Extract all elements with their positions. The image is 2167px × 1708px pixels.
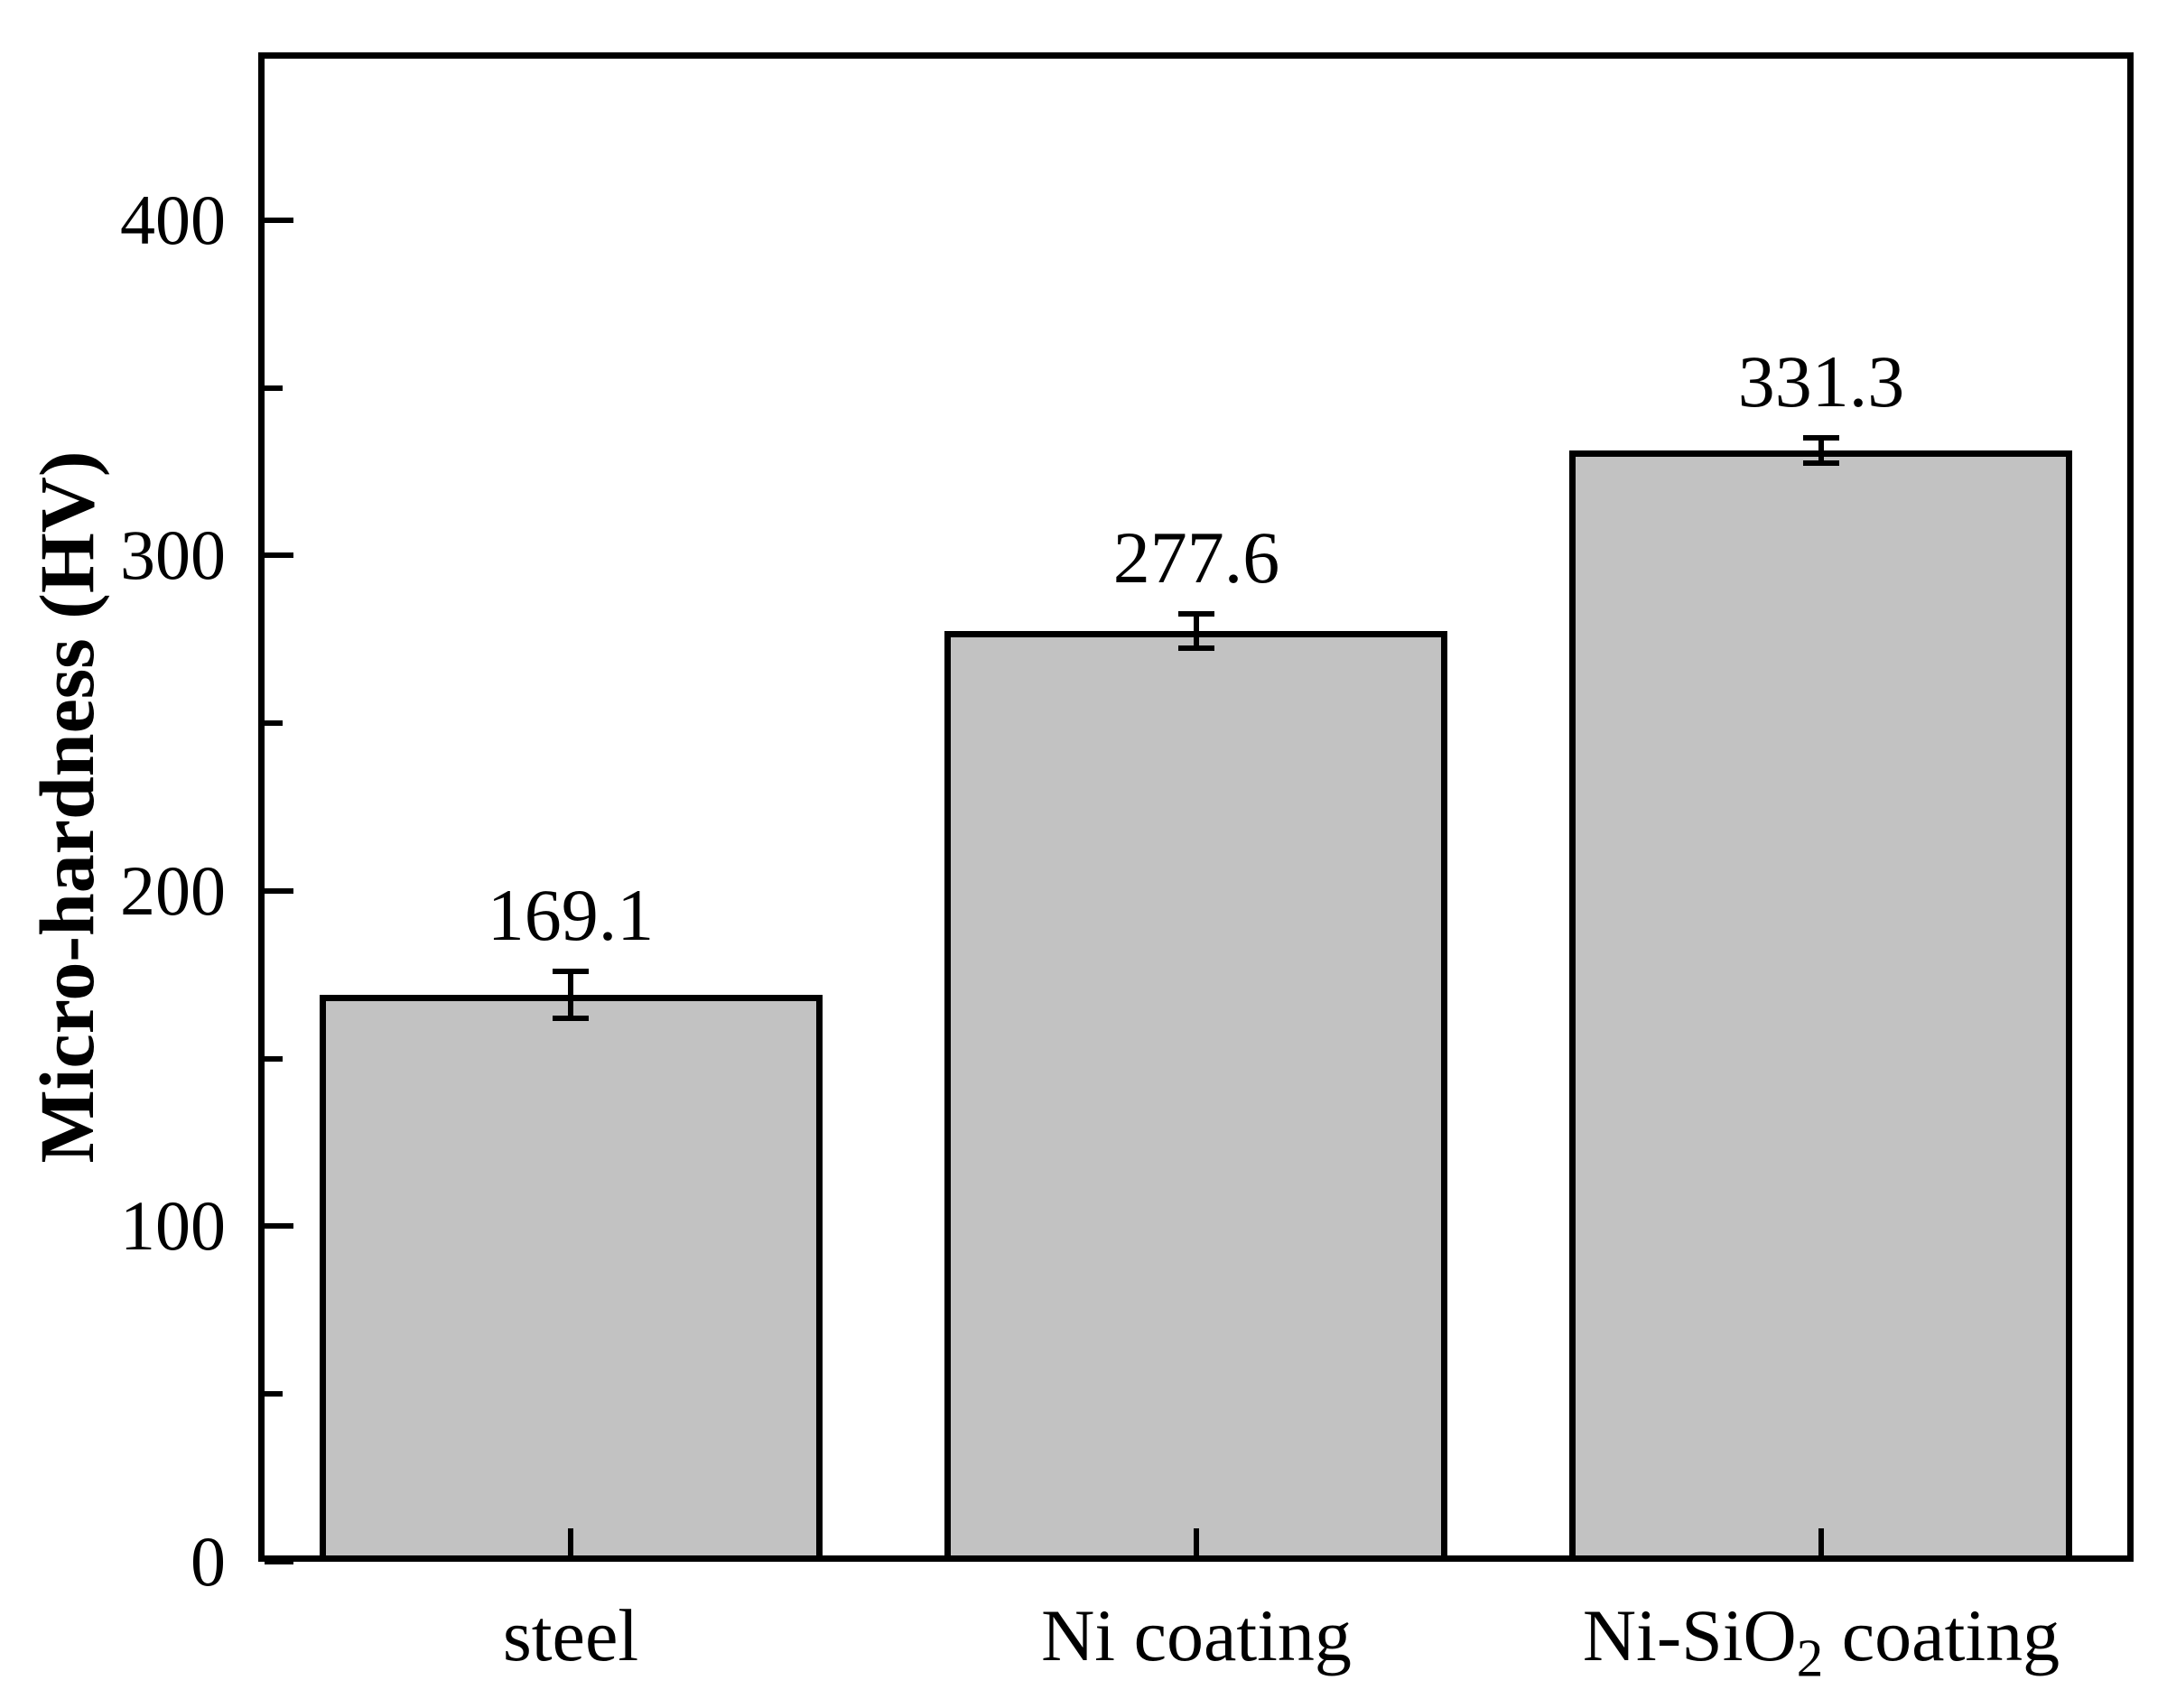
error-bar-line xyxy=(1194,614,1199,648)
category-label-text: coating xyxy=(1823,1594,2060,1676)
x-axis-tick xyxy=(568,1528,573,1555)
bar-ni-coating xyxy=(944,631,1447,1562)
y-axis-major-tick xyxy=(265,552,293,558)
error-bar-cap xyxy=(1178,645,1214,651)
error-bar-cap xyxy=(1178,611,1214,617)
category-label-text: Ni-SiO xyxy=(1582,1594,1797,1676)
y-axis-tick-label: 300 xyxy=(120,515,226,594)
x-axis-category-label: Ni-SiO2 coating xyxy=(1370,1591,2167,1685)
bar-value-label: 277.6 xyxy=(1112,516,1280,599)
error-bar-cap xyxy=(553,969,589,974)
y-axis-tick-label: 400 xyxy=(120,181,226,259)
y-axis-minor-tick xyxy=(265,720,283,726)
bar-ni-sio2-coating xyxy=(1569,450,2072,1562)
y-axis-major-tick xyxy=(265,1223,293,1229)
error-bar-line xyxy=(1818,438,1824,463)
y-axis-tick-label: 0 xyxy=(191,1522,226,1601)
category-label-text: Ni coating xyxy=(1041,1594,1352,1676)
bar-steel xyxy=(320,995,823,1562)
bar-value-label: 331.3 xyxy=(1737,340,1905,422)
category-label-subscript: 2 xyxy=(1796,1628,1824,1688)
y-axis-minor-tick xyxy=(265,1056,283,1062)
y-axis-major-tick xyxy=(265,888,293,894)
y-axis-major-tick xyxy=(265,1559,293,1564)
error-bar-cap xyxy=(553,1016,589,1021)
x-axis-tick xyxy=(1818,1528,1824,1555)
x-axis-category-label: Ni coating xyxy=(745,1591,1648,1681)
error-bar-cap xyxy=(1803,460,1839,466)
y-axis-minor-tick xyxy=(265,385,283,391)
bar-value-label: 169.1 xyxy=(487,874,655,956)
x-axis-category-label: steel xyxy=(119,1591,1022,1681)
y-axis-minor-tick xyxy=(265,1391,283,1397)
category-label-text: steel xyxy=(502,1594,639,1676)
error-bar-cap xyxy=(1803,435,1839,441)
y-axis-tick-label: 100 xyxy=(120,1186,226,1265)
x-axis-tick xyxy=(1194,1528,1199,1555)
error-bar-line xyxy=(568,971,573,1018)
y-axis-major-tick xyxy=(265,218,293,223)
y-axis-tick-label: 200 xyxy=(120,851,226,930)
